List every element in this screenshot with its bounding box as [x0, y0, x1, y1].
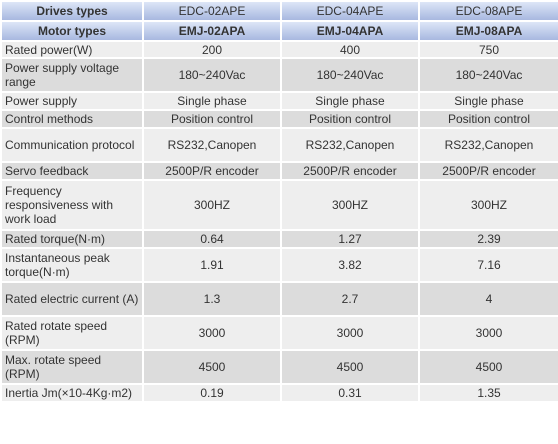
row-label: Rated power(W)	[2, 42, 142, 57]
row-value: 2.7	[282, 283, 418, 315]
table-row: Servo feedback 2500P/R encoder 2500P/R e…	[2, 163, 558, 179]
motor-model-2: EMJ-04APA	[282, 22, 418, 40]
row-value: 0.19	[144, 385, 280, 401]
row-value: 4500	[420, 351, 558, 383]
row-label: Frequency responsiveness with work load	[2, 181, 142, 229]
row-value: 2500P/R encoder	[144, 163, 280, 179]
row-value: 2500P/R encoder	[282, 163, 418, 179]
row-value: 200	[144, 42, 280, 57]
row-value: 750	[420, 42, 558, 57]
row-value: Single phase	[420, 93, 558, 109]
row-value: 7.16	[420, 249, 558, 281]
row-value: 3.82	[282, 249, 418, 281]
row-value: Position control	[144, 111, 280, 127]
row-label: Rated rotate speed (RPM)	[2, 317, 142, 349]
table-row: Inertia Jm(×10-4Kg·m2) 0.19 0.31 1.35	[2, 385, 558, 401]
motor-types-row: Motor types EMJ-02APA EMJ-04APA EMJ-08AP…	[2, 22, 558, 40]
table-row: Frequency responsiveness with work load …	[2, 181, 558, 229]
row-value: 1.3	[144, 283, 280, 315]
row-value: 300HZ	[282, 181, 418, 229]
row-value: 300HZ	[420, 181, 558, 229]
row-value: 4500	[144, 351, 280, 383]
row-value: 2500P/R encoder	[420, 163, 558, 179]
row-value: 180~240Vac	[420, 59, 558, 91]
row-value: 3000	[420, 317, 558, 349]
row-value: 2.39	[420, 231, 558, 247]
row-label: Control methods	[2, 111, 142, 127]
row-label: Power supply	[2, 93, 142, 109]
table-row: Rated rotate speed (RPM) 3000 3000 3000	[2, 317, 558, 349]
row-value: 1.35	[420, 385, 558, 401]
row-value: 3000	[144, 317, 280, 349]
row-value: 1.27	[282, 231, 418, 247]
row-label: Servo feedback	[2, 163, 142, 179]
motor-model-1: EMJ-02APA	[144, 22, 280, 40]
row-label: Rated torque(N·m)	[2, 231, 142, 247]
row-value: Single phase	[282, 93, 418, 109]
table-row: Max. rotate speed (RPM) 4500 4500 4500	[2, 351, 558, 383]
motor-types-label: Motor types	[2, 22, 142, 40]
table-row: Power supply voltage range 180~240Vac 18…	[2, 59, 558, 91]
table-row: Communication protocol RS232,Canopen RS2…	[2, 129, 558, 161]
row-label: Power supply voltage range	[2, 59, 142, 91]
drives-types-label: Drives types	[2, 2, 142, 20]
row-value: Single phase	[144, 93, 280, 109]
row-label: Instantaneous peak torque(N·m)	[2, 249, 142, 281]
row-label: Inertia Jm(×10-4Kg·m2)	[2, 385, 142, 401]
table-row: Instantaneous peak torque(N·m) 1.91 3.82…	[2, 249, 558, 281]
row-value: RS232,Canopen	[144, 129, 280, 161]
row-value: 0.31	[282, 385, 418, 401]
drive-model-2: EDC-04APE	[282, 2, 418, 20]
row-label: Rated electric current (A)	[2, 283, 142, 315]
row-value: 1.91	[144, 249, 280, 281]
row-value: Position control	[282, 111, 418, 127]
motor-model-3: EMJ-08APA	[420, 22, 558, 40]
row-value: 400	[282, 42, 418, 57]
row-value: 4	[420, 283, 558, 315]
drive-model-3: EDC-08APE	[420, 2, 558, 20]
row-value: Position control	[420, 111, 558, 127]
row-value: 180~240Vac	[144, 59, 280, 91]
row-value: 3000	[282, 317, 418, 349]
table-row: Rated torque(N·m) 0.64 1.27 2.39	[2, 231, 558, 247]
row-label: Communication protocol	[2, 129, 142, 161]
table-row: Power supply Single phase Single phase S…	[2, 93, 558, 109]
table-row: Control methods Position control Positio…	[2, 111, 558, 127]
table-row: Rated electric current (A) 1.3 2.7 4	[2, 283, 558, 315]
drive-model-1: EDC-02APE	[144, 2, 280, 20]
row-value: 0.64	[144, 231, 280, 247]
row-value: 300HZ	[144, 181, 280, 229]
row-value: 180~240Vac	[282, 59, 418, 91]
spec-table: Drives types EDC-02APE EDC-04APE EDC-08A…	[0, 0, 558, 403]
row-value: RS232,Canopen	[282, 129, 418, 161]
row-value: RS232,Canopen	[420, 129, 558, 161]
row-value: 4500	[282, 351, 418, 383]
table-row: Rated power(W) 200 400 750	[2, 42, 558, 57]
row-label: Max. rotate speed (RPM)	[2, 351, 142, 383]
drives-types-row: Drives types EDC-02APE EDC-04APE EDC-08A…	[2, 2, 558, 20]
